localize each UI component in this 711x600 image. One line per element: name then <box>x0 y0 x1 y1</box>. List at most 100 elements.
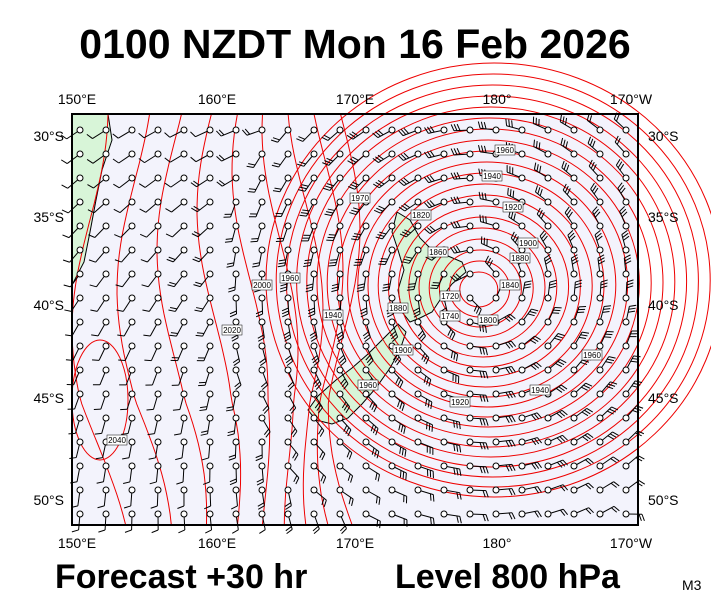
lon-label-bottom: 180° <box>483 535 512 551</box>
barb-flag <box>561 160 565 168</box>
barb-station <box>258 246 266 254</box>
barb-station <box>622 342 630 350</box>
barb-flag <box>432 518 435 526</box>
barb-station <box>180 510 188 518</box>
barb-flag <box>201 430 209 433</box>
barb-station <box>388 366 396 374</box>
barb-flag <box>337 337 344 342</box>
contour-label: 1840 <box>501 281 519 290</box>
barb-flag <box>262 405 269 412</box>
barb-station <box>336 126 344 134</box>
barb-station <box>570 150 578 158</box>
contour-label: 1960 <box>281 274 299 283</box>
barb-flag <box>610 482 617 488</box>
barb-flag <box>566 209 572 216</box>
barb-flag <box>265 431 271 438</box>
barb-flag <box>194 256 202 260</box>
barb-station <box>206 150 214 158</box>
barb-station <box>336 390 344 398</box>
barb-flag <box>368 359 374 366</box>
barb-flag <box>594 229 601 236</box>
barb-station <box>414 174 422 182</box>
barb-flag <box>459 445 462 453</box>
barb-flag <box>511 415 516 423</box>
barb-flag <box>453 420 455 428</box>
barb-flag <box>536 207 541 215</box>
barb-flag <box>117 334 125 337</box>
barb-flag <box>316 404 322 411</box>
barb-flag <box>386 313 394 318</box>
barb-station <box>518 270 526 278</box>
barb-flag <box>533 363 540 369</box>
barb-station <box>128 246 136 254</box>
barb-flag <box>511 488 516 496</box>
barb-station <box>414 390 422 398</box>
barb-flag <box>554 337 562 341</box>
barb-flag <box>371 403 376 411</box>
barb-flag <box>281 310 289 315</box>
barb-flag <box>169 281 177 285</box>
barb-station <box>466 126 474 134</box>
barb-station <box>336 198 344 206</box>
barb-station <box>102 246 110 254</box>
barb-flag <box>475 306 480 314</box>
barb-station <box>544 342 552 350</box>
barb-flag <box>336 334 344 340</box>
barb-flag <box>559 485 566 492</box>
barb-station <box>622 438 630 446</box>
contour-label-box <box>279 272 301 284</box>
barb-flag <box>544 256 552 262</box>
barb-flag <box>459 468 462 477</box>
barb-flag <box>399 446 402 454</box>
barb-flag <box>580 361 588 366</box>
barb-flag <box>347 160 354 165</box>
barb-station <box>544 318 552 326</box>
barb-station <box>362 222 370 230</box>
barb-flag <box>311 355 318 361</box>
barb-flag <box>150 505 158 509</box>
lat-label-right: 40°S <box>648 297 679 313</box>
barb-flag <box>338 354 345 361</box>
barb-station <box>154 390 162 398</box>
barb-station <box>336 414 344 422</box>
barb-station <box>180 174 188 182</box>
barb-flag <box>610 458 617 463</box>
lon-label-top: 150°E <box>58 91 96 107</box>
barb-station <box>362 270 370 278</box>
barb-flag <box>326 183 334 187</box>
barb-flag <box>65 334 73 337</box>
barb-station <box>440 486 448 494</box>
barb-station <box>284 510 292 518</box>
barb-flag <box>216 130 222 137</box>
barb-station <box>128 318 136 326</box>
barb-flag <box>347 429 352 437</box>
barb-flag <box>389 330 396 337</box>
barb-flag <box>401 204 408 210</box>
barb-flag <box>482 466 486 474</box>
barb-station <box>258 390 266 398</box>
barb-station <box>414 126 422 134</box>
barb-station <box>388 246 396 254</box>
barb-flag <box>456 421 458 429</box>
barb-flag <box>283 331 290 336</box>
barb-flag <box>196 332 205 335</box>
barb-station <box>336 150 344 158</box>
barb-flag <box>453 352 456 360</box>
barb-station <box>440 222 448 230</box>
barb-flag <box>348 452 353 460</box>
barb-flag <box>350 475 354 483</box>
barb-station <box>388 462 396 470</box>
barb-station <box>258 462 266 470</box>
barb-station <box>102 342 110 350</box>
barb-flag <box>424 127 429 134</box>
barb-station <box>232 246 240 254</box>
barb-station <box>232 438 240 446</box>
barb-station <box>128 366 136 374</box>
barb-flag <box>141 284 149 288</box>
barb-station <box>518 462 526 470</box>
barb-station <box>232 486 240 494</box>
contour-label: 2040 <box>108 436 126 445</box>
barb-flag <box>293 475 298 483</box>
barb-flag <box>352 235 360 238</box>
barb-station <box>362 510 370 518</box>
